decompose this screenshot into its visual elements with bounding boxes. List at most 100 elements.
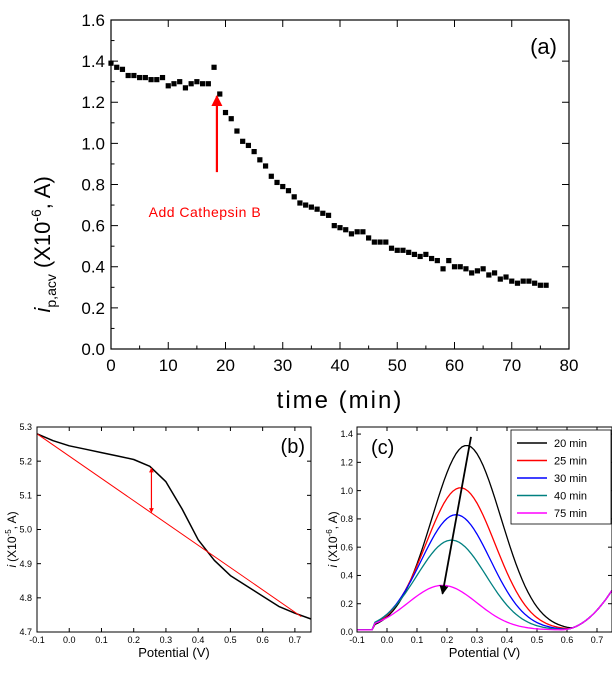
chart-a-point xyxy=(245,142,251,149)
chart-a-y-label-unit: (X10 xyxy=(30,222,55,268)
chart-a-point xyxy=(308,204,314,210)
chart-b-y-tick-label: 5.0 xyxy=(19,525,32,535)
chart-a-x-tick-label: 20 xyxy=(216,356,235,375)
chart-c-legend-label: 75 min xyxy=(554,508,587,520)
chart-a-point xyxy=(417,253,423,260)
chart-c-y-axis-label: i (X10-6, A) xyxy=(325,511,340,567)
chart-a-point xyxy=(303,202,309,208)
chart-a-point xyxy=(114,64,120,70)
chart-a-point xyxy=(537,282,543,288)
chart-a-y-tick-label: 1.0 xyxy=(81,134,105,153)
chart-a-point xyxy=(377,239,383,245)
chart-c-legend-label: 20 min xyxy=(554,438,587,450)
chart-a-annotation: Add Cathepsin B xyxy=(149,204,262,220)
chart-a-point xyxy=(234,128,240,134)
chart-a-point xyxy=(285,188,292,194)
chart-a-point xyxy=(520,278,526,284)
chart-a-point xyxy=(268,173,274,179)
chart-b-y-tick-label: 4.9 xyxy=(19,559,32,569)
chart-b-panel-label: (b) xyxy=(281,436,305,458)
chart-b-x-tick-label: 0.3 xyxy=(160,635,173,645)
chart-a-x-tick-label: 30 xyxy=(273,356,292,375)
chart-b-y-tick-label: 5.1 xyxy=(19,490,32,500)
chart-b-y-axis-label: i (X10-5, A) xyxy=(4,511,19,567)
chart-a-point xyxy=(509,278,515,284)
chart-a-point xyxy=(137,74,143,81)
chart-c-x-tick-label: -0.1 xyxy=(349,635,365,645)
chart-a-point xyxy=(194,79,200,85)
chart-a-point xyxy=(320,210,326,216)
chart-a-point xyxy=(177,79,183,85)
chart-a-x-tick-label: 70 xyxy=(502,356,521,375)
chart-a-point xyxy=(240,138,246,144)
chart-c-legend-label: 25 min xyxy=(554,456,587,468)
chart-a-point xyxy=(331,223,337,229)
chart-a-point xyxy=(125,72,131,79)
chart-c-trend-arrow xyxy=(439,436,472,595)
chart-a-point xyxy=(337,225,343,231)
chart-a-frame xyxy=(110,19,570,350)
chart-b-x-tick-label: -0.1 xyxy=(29,635,45,645)
chart-a-point xyxy=(429,255,435,262)
chart-a: 0 10 20 30 40 50 60 70 80 0.0 0.2 0.4 0.6 0.8 1.0 1.2 1.… xyxy=(28,11,578,414)
chart-a-x-axis-label: time (min) xyxy=(277,387,404,414)
chart-c-y-tick-label: 0.8 xyxy=(340,514,353,524)
chart-a-point xyxy=(491,270,498,276)
chart-a-x-tick-label: 60 xyxy=(445,356,464,375)
chart-a-point xyxy=(131,72,137,79)
chart-a-point xyxy=(474,268,480,274)
chart-c-x-tick-label: 0.6 xyxy=(561,635,574,645)
chart-c: -0.1 0.0 0.1 0.2 0.3 0.4 0.5 0.6 0.70.00.20.40.6… xyxy=(325,426,612,660)
chart-c-x-axis-label: Potential (V) xyxy=(449,645,521,660)
chart-c-y-tick-label: 0.4 xyxy=(340,571,353,581)
chart-b-x-tick-label: 0.5 xyxy=(224,635,237,645)
chart-c-frame xyxy=(356,426,612,633)
chart-b-x-tick-label: 0.0 xyxy=(63,635,76,645)
chart-a-point xyxy=(217,91,223,97)
chart-b-x-axis-label: Potential (V) xyxy=(138,645,210,660)
chart-c-x-tick-label: 0.1 xyxy=(411,635,424,645)
chart-c-y-label-unit-post: , A) xyxy=(326,511,340,529)
chart-b-y-label-main: i xyxy=(5,565,19,568)
chart-b-y-tick-label: 5.3 xyxy=(19,422,32,432)
chart-a-y-tick-label: 0.4 xyxy=(81,258,105,277)
chart-b-y-tick-label: 4.7 xyxy=(19,627,32,637)
chart-c-x-tick-label: 0.7 xyxy=(591,635,604,645)
chart-a-y-tick-label: 1.2 xyxy=(81,93,105,112)
chart-a-point xyxy=(371,239,377,245)
chart-c-series-line xyxy=(357,539,612,631)
chart-a-point xyxy=(182,85,189,91)
chart-a-ticks: 0 10 20 30 40 50 60 70 80 0.0 0.2 0.4 0.6 0.8 1.0 1.2 1.… xyxy=(81,11,578,375)
chart-c-legend-box xyxy=(510,429,612,525)
chart-c-lines xyxy=(357,444,612,631)
chart-a-x-tick-label: 80 xyxy=(560,356,579,375)
chart-c-y-tick-label: 0.6 xyxy=(340,542,353,552)
chart-b-series-line xyxy=(36,433,302,618)
chart-a-y-label-exp: -6 xyxy=(28,209,44,222)
chart-b-frame xyxy=(36,426,312,633)
chart-a-y-tick-label: 0.6 xyxy=(81,217,105,236)
chart-a-point xyxy=(325,212,332,218)
chart-a-point xyxy=(228,116,234,122)
chart-a-point xyxy=(314,206,320,212)
chart-c-y-tick-label: 1.2 xyxy=(340,457,353,467)
chart-c-y-tick-label: 0.0 xyxy=(340,627,353,637)
chart-b-y-label-exp: -5 xyxy=(4,529,13,537)
chart-b: -0.1 0.0 0.1 0.2 0.3 0.4 0.5 0.6 0.7 4.7 4.8 4.9 5.0… xyxy=(4,422,312,660)
chart-a-point xyxy=(257,157,263,163)
chart-a-point xyxy=(400,247,406,253)
chart-a-x-tick-label: 10 xyxy=(159,356,178,375)
chart-a-point xyxy=(188,81,194,87)
chart-a-point xyxy=(394,247,400,253)
chart-b-ticks: -0.1 0.0 0.1 0.2 0.3 0.4 0.5 0.6 0.7 4.7 4.8 4.9 5.0… xyxy=(19,422,311,645)
chart-c-x-tick-label: 0.4 xyxy=(501,635,514,645)
chart-c-x-tick-label: 0.0 xyxy=(381,635,394,645)
chart-a-point xyxy=(274,179,280,186)
chart-a-point xyxy=(119,66,126,72)
chart-c-y-tick-label: 0.2 xyxy=(340,599,353,609)
chart-a-y-tick-label: 1.4 xyxy=(81,52,105,71)
chart-a-point xyxy=(543,282,549,288)
chart-a-point xyxy=(297,200,303,206)
chart-b-y-label-unit: (X10 xyxy=(5,536,19,562)
chart-a-x-tick-label: 0 xyxy=(106,356,115,375)
